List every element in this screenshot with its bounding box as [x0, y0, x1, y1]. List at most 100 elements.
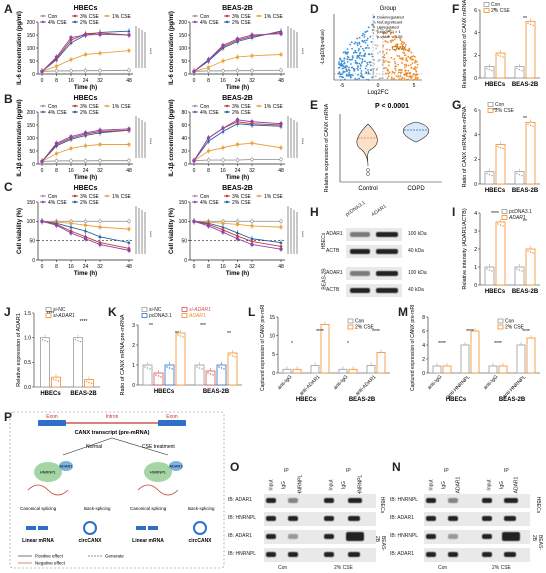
volcano-point [384, 40, 387, 42]
volcano-point [399, 69, 402, 71]
data-point [532, 24, 534, 27]
x-tick-label: 48 [126, 78, 132, 84]
volcano-point [399, 39, 402, 42]
data-point [207, 149, 210, 153]
data-point [55, 379, 57, 381]
data-point [488, 269, 491, 271]
x-tick-label: 32 [97, 78, 103, 84]
data-point [46, 340, 49, 343]
legend-marker [41, 194, 45, 198]
chart-title: BEAS-2B [222, 5, 253, 12]
volcano-point [414, 59, 417, 62]
data-point [182, 336, 184, 338]
exon-block [148, 526, 158, 530]
volcano-point [385, 32, 387, 35]
circrna [193, 521, 207, 535]
volcano-point [351, 47, 353, 50]
volcano-point [338, 66, 341, 69]
significance-stars: **** [372, 329, 380, 335]
outlier [366, 172, 370, 176]
y-axis-label: Cell viability (%) [17, 208, 23, 254]
band [288, 552, 298, 557]
volcano-point [381, 28, 384, 31]
data-point [250, 157, 254, 162]
volcano-point [362, 55, 365, 57]
volcano-point [342, 70, 345, 73]
data-point [77, 339, 79, 342]
x-tick-label: 48 [278, 168, 284, 174]
volcano-point [395, 69, 397, 72]
volcano-point [367, 26, 370, 29]
y-tick-label: 100 [27, 46, 36, 52]
volcano-point [391, 46, 394, 49]
volcano-point [396, 44, 399, 47]
volcano-point [360, 62, 363, 64]
volcano-point [409, 57, 412, 60]
volcano-point [382, 50, 385, 53]
volcano-point [374, 44, 377, 46]
ib-row: IB: ADAR1 [390, 551, 414, 557]
panel-label-e: E [310, 98, 319, 112]
volcano-point [345, 73, 348, 76]
significance-stars: * [347, 341, 349, 347]
x-axis-label: Time (h) [226, 85, 249, 91]
exon-block [38, 526, 48, 530]
protein-label: ADAR1 [59, 464, 73, 469]
data-point [84, 223, 87, 227]
data-point [279, 53, 283, 56]
series-line-3cse [193, 121, 282, 161]
volcano-point [414, 55, 416, 58]
x-axis-label: Time (h) [74, 175, 97, 181]
volcano-point [410, 51, 413, 54]
data-point [192, 219, 196, 224]
coip-blot-o: IP IP Input IgG HNRNPL Input IgG HNRNPL … [228, 468, 388, 572]
data-point [127, 68, 131, 73]
data-point [279, 219, 283, 224]
bar-chart-f: 0 2 4 6 Relative expression of CANX mRNA Con2… [462, 0, 540, 88]
legend-label: 1% CSE [112, 104, 132, 110]
bar [40, 337, 50, 388]
volcano-point [373, 67, 375, 70]
data-point [192, 69, 196, 74]
y-axis-label: Relative expression of CANX mRNA [324, 103, 330, 192]
series-line-4cse [193, 119, 282, 161]
data-point [98, 51, 102, 55]
data-point [235, 37, 240, 41]
data-point [179, 335, 182, 337]
volcano-point [388, 71, 391, 74]
legend-label: Con [200, 104, 209, 110]
data-point [250, 68, 254, 73]
legend-marker [73, 194, 77, 198]
volcano-point [393, 58, 396, 61]
data-point [69, 159, 73, 163]
volcano-point [405, 58, 408, 61]
data-point [83, 229, 88, 233]
x-tick-label: 24 [83, 168, 89, 174]
volcano-point [372, 69, 375, 72]
volcano-point [366, 44, 369, 47]
y-tick-label: 0 [474, 76, 477, 82]
ib-row: IB: ADAR1 [228, 533, 252, 539]
ib-row: IB: ADAR1 [228, 497, 252, 503]
data-point [250, 33, 254, 37]
y-tick-label: 20 [181, 149, 187, 155]
y-tick-label: 0 [184, 162, 187, 168]
data-point [223, 368, 225, 370]
data-point [157, 375, 160, 377]
y-axis-label: IL-6 concentration (pg/ml) [169, 11, 175, 85]
coip-col: Input [328, 479, 335, 491]
panel-label-a: A [4, 2, 13, 16]
y-tick-label: 40 [181, 136, 187, 142]
volcano-point [393, 38, 396, 41]
volcano-point [356, 42, 359, 45]
y-axis-label: Cell viability (%) [169, 208, 175, 254]
chart-title: HBECs [74, 185, 98, 192]
volcano-point [391, 39, 394, 42]
x-tick-label: 0 [41, 264, 44, 270]
data-point [250, 242, 254, 247]
volcano-point [353, 42, 356, 45]
x-tick-label: 0 [193, 264, 196, 270]
volcano-point [357, 65, 359, 68]
volcano-point [363, 39, 366, 42]
